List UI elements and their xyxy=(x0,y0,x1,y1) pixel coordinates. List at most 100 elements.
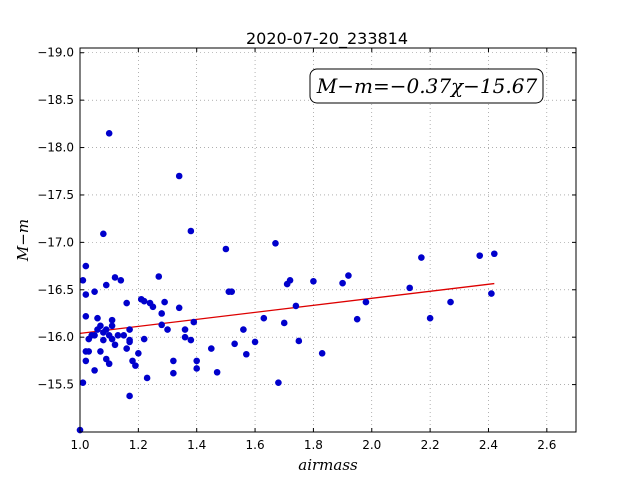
data-point xyxy=(418,254,425,261)
data-point xyxy=(126,326,133,333)
data-point xyxy=(123,345,130,352)
data-point xyxy=(120,331,128,339)
data-point xyxy=(280,319,288,327)
y-tick-label: −18.0 xyxy=(37,141,74,155)
data-point xyxy=(114,331,122,339)
data-point xyxy=(175,304,183,312)
x-axis-label: airmass xyxy=(298,456,358,474)
data-point xyxy=(149,303,157,311)
data-point xyxy=(295,337,303,345)
data-point xyxy=(79,379,87,386)
data-point xyxy=(240,326,247,333)
data-point xyxy=(126,338,133,346)
x-tick-label: 2.0 xyxy=(362,438,381,452)
data-point xyxy=(155,273,163,280)
equation-box xyxy=(309,68,544,104)
data-point xyxy=(132,362,139,369)
data-point xyxy=(82,313,90,320)
data-point xyxy=(97,348,104,355)
data-point xyxy=(102,355,110,363)
data-point xyxy=(426,314,434,322)
data-point xyxy=(108,335,116,343)
data-point xyxy=(91,367,98,374)
data-point xyxy=(111,274,119,281)
data-point xyxy=(161,298,168,306)
data-point xyxy=(175,172,183,180)
data-point xyxy=(85,348,93,355)
y-tick-label: −18.5 xyxy=(37,93,74,107)
data-point xyxy=(406,284,413,292)
data-point xyxy=(491,250,498,258)
data-point xyxy=(158,321,165,329)
x-tick-label: 2.2 xyxy=(421,438,440,452)
fit-line xyxy=(79,282,495,335)
data-point xyxy=(158,310,165,317)
data-point xyxy=(213,368,221,376)
data-point xyxy=(79,276,87,284)
x-tick-label: 1.4 xyxy=(187,438,206,452)
data-point xyxy=(170,357,177,365)
y-tick-label: −16.5 xyxy=(37,283,74,297)
data-point xyxy=(231,340,238,348)
data-point xyxy=(228,288,236,295)
data-point xyxy=(117,276,125,284)
data-point xyxy=(488,290,495,297)
data-point xyxy=(345,272,352,279)
data-point xyxy=(135,350,142,357)
plot-frame xyxy=(79,47,577,433)
equation-text: M−m=−0.37χ−15.67 xyxy=(316,74,538,98)
x-tick-label: 1.8 xyxy=(304,438,323,452)
data-point xyxy=(275,379,282,386)
data-point xyxy=(105,360,113,368)
data-point xyxy=(100,336,107,344)
x-tick-labels: 1.0 1.2 1.4 1.6 1.8 2.0 2.2 2.4 2.6 xyxy=(70,438,556,452)
equation-annotation: M−m=−0.37χ−15.67 xyxy=(309,68,544,104)
y-tick-label: −17.0 xyxy=(37,235,74,249)
data-point xyxy=(82,291,90,298)
data-point xyxy=(143,374,151,382)
data-point xyxy=(126,392,133,400)
data-point xyxy=(91,288,98,295)
data-point xyxy=(82,357,90,365)
data-point xyxy=(272,240,279,247)
data-point xyxy=(129,357,136,365)
data-point xyxy=(292,302,300,310)
x-tick-label: 1.6 xyxy=(246,438,265,452)
y-tick-label: −19.0 xyxy=(37,46,74,60)
data-point xyxy=(100,230,107,238)
chart-title: 2020-07-20_233814 xyxy=(246,29,408,49)
data-point xyxy=(82,262,90,270)
data-points xyxy=(76,130,498,434)
data-point xyxy=(108,316,116,324)
data-point xyxy=(102,326,110,333)
data-point xyxy=(362,298,370,306)
y-tick-label: −17.5 xyxy=(37,188,74,202)
data-point xyxy=(207,345,215,352)
data-point xyxy=(318,350,326,357)
plot-area xyxy=(80,48,576,432)
data-point xyxy=(91,331,98,339)
data-point xyxy=(187,227,195,235)
data-point xyxy=(260,314,268,322)
data-point xyxy=(97,322,104,330)
data-point xyxy=(105,130,113,137)
x-tick-label: 1.0 xyxy=(70,438,89,452)
data-point xyxy=(310,277,317,285)
data-point xyxy=(187,336,195,344)
data-point xyxy=(353,315,361,323)
data-point xyxy=(447,298,454,306)
data-point xyxy=(339,279,346,287)
data-point xyxy=(170,369,177,377)
data-point xyxy=(243,350,250,358)
data-point xyxy=(190,318,198,326)
fit-layer xyxy=(79,282,495,335)
data-point xyxy=(286,276,294,284)
y-axis-label: M−m xyxy=(14,219,32,262)
data-point xyxy=(94,314,101,322)
data-point xyxy=(476,252,484,259)
data-point xyxy=(181,326,189,333)
data-point xyxy=(102,281,110,289)
data-point xyxy=(222,245,230,253)
data-point xyxy=(140,297,148,305)
